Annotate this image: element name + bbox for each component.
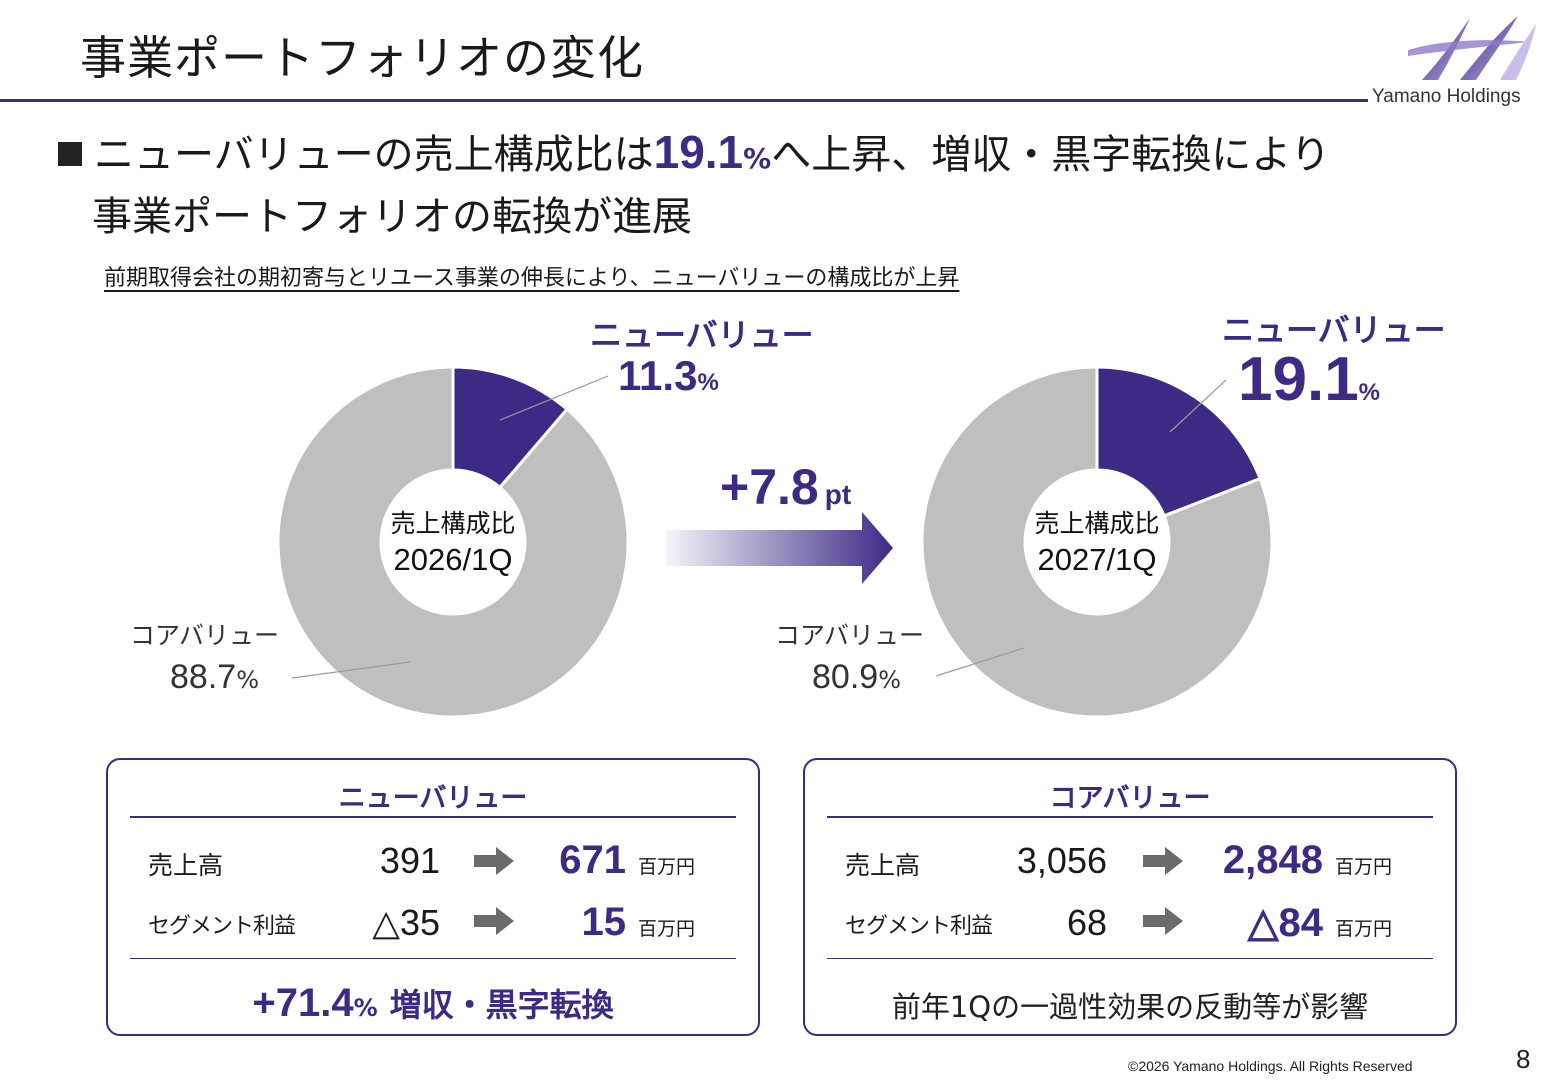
change-arrow: [666, 512, 893, 584]
core-value-summary-text: 前年1Qの一過性効果の反動等が影響: [891, 990, 1369, 1024]
new-value-profit-arrow-icon: [474, 907, 514, 935]
new-value-sales-unit: 百万円: [638, 856, 696, 878]
core-value-slice-0: [276, 365, 630, 719]
new-value-slice-1: [1095, 365, 1263, 518]
new-value-growth: +71.4: [252, 981, 354, 1025]
new-value-growth-unit: %: [353, 994, 378, 1022]
page-number: 8: [1516, 1044, 1531, 1074]
new-value-sales-from: 391: [379, 840, 440, 881]
change-value: +7.8: [720, 459, 819, 515]
core-value-profit-arrow-icon: [1143, 907, 1183, 935]
core-value-sales-arrow-icon: [1143, 847, 1183, 875]
new-value-leader-line-1: [1169, 379, 1227, 433]
headline-line2: 事業ポートフォリオの転換が進展: [92, 194, 692, 240]
headline-part1: ニューバリューの売上構成比は: [94, 132, 654, 178]
chart0-core-value-pct: 88.7%: [170, 658, 259, 697]
core-value-profit-label: セグメント利益: [845, 914, 993, 939]
logo-text: Yamano Holdings: [1372, 86, 1521, 107]
chart1-core-value-pct: 80.9%: [812, 658, 901, 697]
new-value-profit-from: △35: [372, 902, 440, 943]
change-label: +7.8 pt: [720, 458, 851, 516]
chart0-center-title: 売上構成比: [390, 509, 516, 538]
core-value-summary-box: コアバリュー 売上高 3,056 2,848 百万円 セグメント利益 68 △8…: [803, 758, 1457, 1036]
chart0-new-value-label: ニューバリュー: [590, 316, 814, 354]
chart0-center-label: 売上構成比 2026/1Q: [353, 506, 553, 578]
core-value-box-rule: [827, 816, 1433, 818]
donut-chart-2026-1q: [276, 365, 630, 719]
chart1-new-value-label: ニューバリュー: [1222, 311, 1446, 349]
core-value-profit-from: 68: [1066, 902, 1107, 943]
headline: ニューバリューの売上構成比は19.1%へ上昇、増収・黒字転換により: [58, 124, 1330, 187]
core-value-sales-to: 2,848: [1222, 838, 1323, 882]
chart0-new-value-unit: %: [697, 369, 719, 396]
new-value-sales-arrow-icon: [474, 847, 514, 875]
core-value-sales-unit: 百万円: [1335, 856, 1393, 878]
chart1-new-value-pct: 19.1%: [1238, 344, 1380, 415]
headline-unit: %: [743, 142, 772, 175]
copyright: ©2026 Yamano Holdings. All Rights Reserv…: [1128, 1058, 1413, 1074]
new-value-summary-text: 増収・黒字転換: [389, 986, 614, 1024]
core-value-sales-from: 3,056: [1016, 840, 1107, 881]
core-value-leader-line-1: [935, 647, 1025, 677]
chart0-period: 2026/1Q: [393, 542, 513, 577]
subheadline: 前期取得会社の期初寄与とリユース事業の伸長により、ニューバリューの構成比が上昇: [104, 266, 960, 291]
chart0-core-value-label: コアバリュー: [130, 621, 280, 650]
new-value-sales-to: 671: [559, 838, 626, 882]
core-value-leader-line-0: [291, 661, 411, 679]
chart1-period: 2027/1Q: [1037, 542, 1157, 577]
new-value-box-title: ニューバリュー: [338, 783, 528, 814]
chart1-core-value-number: 80.9: [812, 658, 879, 696]
new-value-leader-line-0: [499, 375, 609, 421]
chart1-core-value-unit: %: [878, 666, 901, 694]
new-value-summary-box: ニューバリュー 売上高 391 671 百万円 セグメント利益 △35 15 百…: [106, 758, 760, 1036]
chart0-core-value-number: 88.7: [170, 658, 237, 696]
core-value-slice-1: [920, 365, 1274, 719]
new-value-sales-label: 売上高: [148, 851, 224, 880]
bullet-square: [58, 142, 82, 166]
core-value-profit-unit: 百万円: [1335, 918, 1393, 940]
chart1-new-value-unit: %: [1358, 379, 1381, 406]
new-value-profit-label: セグメント利益: [148, 914, 296, 939]
core-value-box-title: コアバリュー: [1049, 783, 1211, 814]
company-logo: [1408, 16, 1536, 80]
chart1-new-value-number: 19.1: [1238, 345, 1359, 414]
chart0-core-value-unit: %: [236, 666, 259, 694]
new-value-summary: +71.4% 増収・黒字転換: [108, 980, 758, 1026]
chart0-new-value-pct: 11.3%: [618, 352, 719, 400]
new-value-box-rule-2: [130, 958, 736, 959]
new-value-profit-unit: 百万円: [638, 918, 696, 940]
change-unit: pt: [824, 479, 852, 510]
chart0-new-value-number: 11.3: [618, 352, 698, 399]
headline-part2: へ上昇、増収・黒字転換により: [771, 132, 1331, 178]
new-value-box-rule: [130, 816, 736, 818]
new-value-profit-to: 15: [581, 900, 627, 944]
chart1-center-label: 売上構成比 2027/1Q: [997, 506, 1197, 578]
page-title: 事業ポートフォリオの変化: [80, 31, 644, 85]
chart1-core-value-label: コアバリュー: [775, 621, 925, 650]
title-divider: [0, 99, 1368, 102]
core-value-sales-label: 売上高: [845, 851, 921, 880]
composition-donut-charts: [276, 365, 1274, 719]
chart1-center-title: 売上構成比: [1034, 509, 1160, 538]
core-value-profit-to: △84: [1247, 901, 1323, 945]
headline-value: 19.1: [653, 126, 744, 178]
core-value-box-rule-2: [827, 958, 1433, 959]
donut-chart-2027-1q: [920, 365, 1274, 719]
